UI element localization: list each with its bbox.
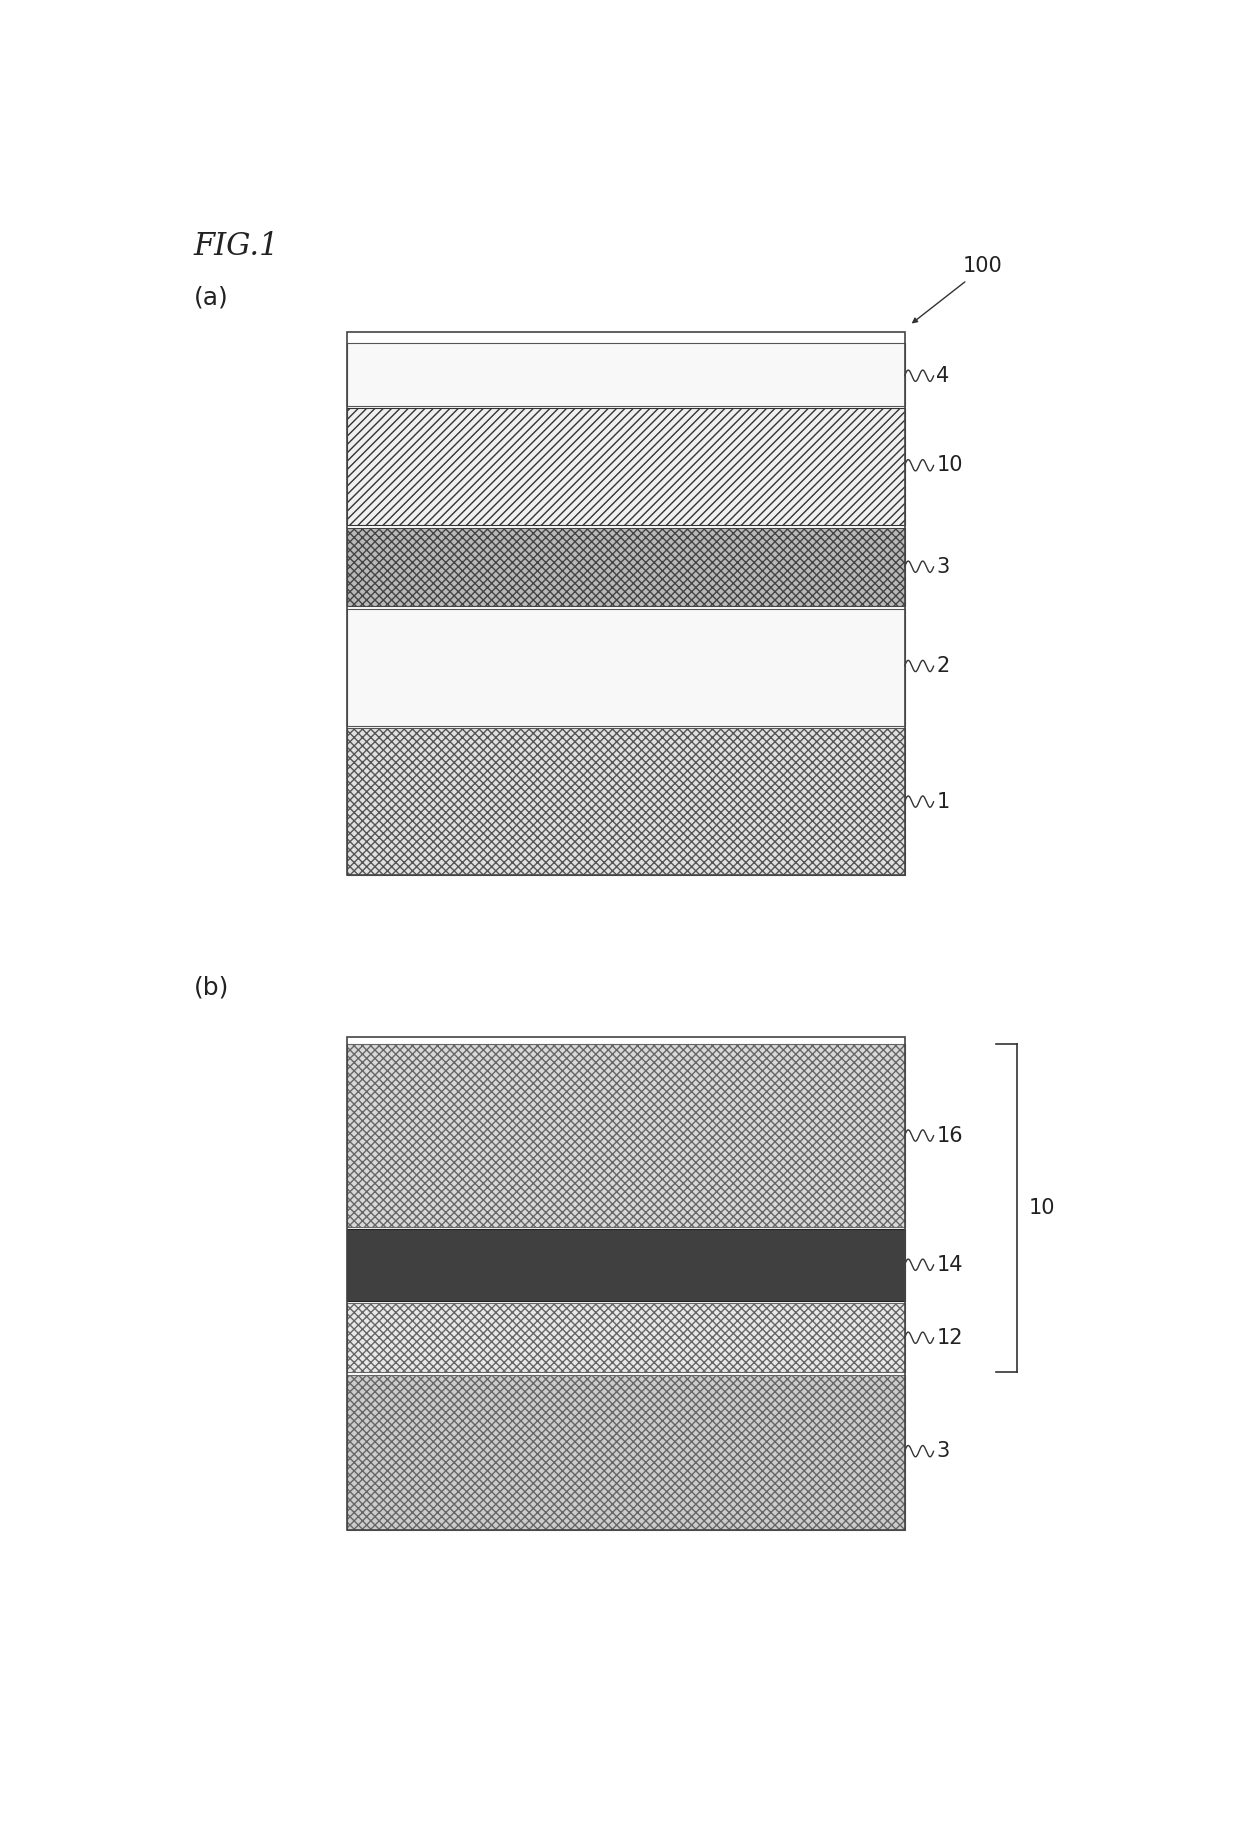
Text: FIG.1: FIG.1: [193, 231, 279, 262]
Bar: [347, 333, 905, 875]
Text: (b): (b): [193, 975, 229, 999]
Text: (a): (a): [193, 285, 228, 309]
Text: 10: 10: [936, 456, 962, 476]
Text: 10: 10: [1028, 1199, 1055, 1219]
Bar: [347, 1045, 905, 1226]
Text: 100: 100: [962, 256, 1002, 276]
Bar: [347, 728, 905, 875]
Text: 1: 1: [936, 792, 950, 811]
Text: 3: 3: [936, 556, 950, 576]
Bar: [347, 527, 905, 606]
Text: 2: 2: [936, 655, 950, 675]
Bar: [347, 1230, 905, 1301]
Bar: [347, 609, 905, 727]
Bar: [347, 408, 905, 525]
Bar: [347, 344, 905, 406]
Text: 4: 4: [936, 366, 950, 386]
Bar: [347, 1303, 905, 1372]
Bar: [347, 1038, 905, 1530]
Text: 3: 3: [936, 1442, 950, 1460]
Text: 12: 12: [936, 1329, 962, 1347]
Bar: [347, 1374, 905, 1530]
Text: 14: 14: [936, 1255, 962, 1276]
Text: 16: 16: [936, 1125, 963, 1146]
